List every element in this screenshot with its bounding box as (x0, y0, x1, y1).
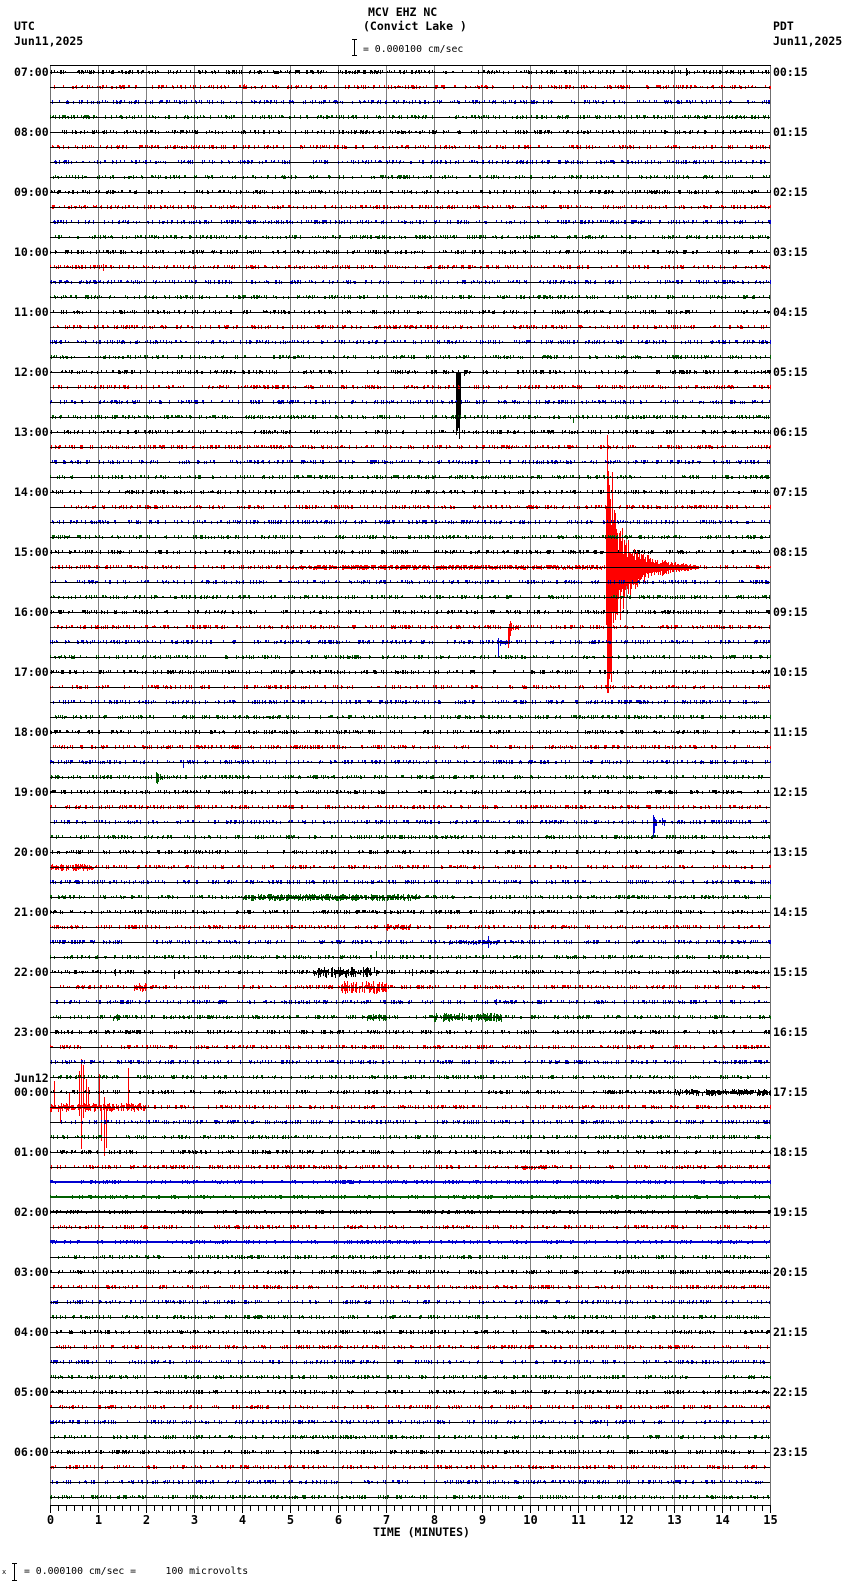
pdt-hour-label: 05:15 (773, 365, 808, 379)
pdt-hour-label: 19:15 (773, 1205, 808, 1219)
x-tick-label: 7 (382, 1513, 391, 1527)
x-tick-label: 6 (334, 1513, 343, 1527)
x-tick-label: 0 (46, 1513, 55, 1527)
pdt-hour-label: 01:15 (773, 125, 808, 139)
utc-hour-label: 17:00 (14, 665, 49, 679)
pdt-hour-label: 16:15 (773, 1025, 808, 1039)
x-tick-label: 8 (430, 1513, 439, 1527)
left-date: Jun11,2025 (14, 34, 84, 48)
utc-hour-label: 19:00 (14, 785, 49, 799)
pdt-hour-label: 03:15 (773, 245, 808, 259)
utc-hour-label: 02:00 (14, 1205, 49, 1219)
x-tick-label: 10 (523, 1513, 538, 1527)
utc-hour-label: 21:00 (14, 905, 49, 919)
date-change-label: Jun12 (14, 1071, 49, 1085)
station-title: MCV EHZ NC (368, 5, 438, 19)
pdt-hour-label: 22:15 (773, 1385, 808, 1399)
trace-baselines (50, 72, 770, 1498)
pdt-hour-label: 09:15 (773, 605, 808, 619)
x-tick-label: 15 (763, 1513, 778, 1527)
utc-hour-label: 10:00 (14, 245, 49, 259)
pdt-hour-label: 10:15 (773, 665, 808, 679)
thick-trace (50, 1181, 770, 1183)
utc-hour-label: 00:00 (14, 1085, 49, 1099)
pdt-hour-label: 11:15 (773, 725, 808, 739)
utc-hour-label: 23:00 (14, 1025, 49, 1039)
thick-trace (50, 1241, 770, 1243)
pdt-hour-label: 18:15 (773, 1145, 808, 1159)
x-tick-label: 14 (715, 1513, 730, 1527)
pdt-hour-label: 13:15 (773, 845, 808, 859)
utc-hour-label: 01:00 (14, 1145, 49, 1159)
x-tick-label: 3 (190, 1513, 199, 1527)
utc-hour-label: 22:00 (14, 965, 49, 979)
x-tick-label: 11 (571, 1513, 586, 1527)
scale-bar-icon (352, 39, 357, 56)
right-date: Jun11,2025 (773, 34, 843, 48)
pdt-hour-label: 12:15 (773, 785, 808, 799)
plot-side-borders (50, 65, 771, 1505)
pdt-hour-label: 00:15 (773, 65, 808, 79)
footer-scale-text: = 0.000100 cm/sec = 100 microvolts (24, 1566, 249, 1577)
pdt-hour-label: 14:15 (773, 905, 808, 919)
utc-hour-label: 04:00 (14, 1325, 49, 1339)
pdt-hour-label: 08:15 (773, 545, 808, 559)
pdt-hour-label: 20:15 (773, 1265, 808, 1279)
pdt-hour-label: 17:15 (773, 1085, 808, 1099)
time-axis (50, 1505, 771, 1513)
thick-trace (50, 1196, 770, 1198)
right-timezone: PDT (773, 19, 794, 33)
utc-hour-label: 15:00 (14, 545, 49, 559)
utc-hour-label: 16:00 (14, 605, 49, 619)
thick-trace (50, 1211, 770, 1213)
x-tick-label: 4 (238, 1513, 247, 1527)
pdt-hour-label: 23:15 (773, 1445, 808, 1459)
x-tick-label: 2 (142, 1513, 151, 1527)
utc-hour-label: 07:00 (14, 65, 49, 79)
footer-glyph: x (2, 1568, 7, 1576)
x-tick-label: 13 (667, 1513, 682, 1527)
scale-text: = 0.000100 cm/sec (363, 44, 464, 55)
utc-hour-label: 18:00 (14, 725, 49, 739)
utc-hour-label: 14:00 (14, 485, 49, 499)
pdt-hour-label: 21:15 (773, 1325, 808, 1339)
utc-hour-label: 05:00 (14, 1385, 49, 1399)
left-timezone: UTC (14, 19, 35, 33)
x-tick-label: 9 (478, 1513, 487, 1527)
x-axis-title: TIME (MINUTES) (373, 1525, 470, 1539)
station-location: (Convict Lake ) (363, 19, 467, 33)
pdt-hour-label: 04:15 (773, 305, 808, 319)
footer-scale-bar-icon (12, 1563, 17, 1581)
utc-hour-label: 13:00 (14, 425, 49, 439)
utc-hour-label: 11:00 (14, 305, 49, 319)
x-tick-label: 5 (286, 1513, 295, 1527)
pdt-hour-label: 02:15 (773, 185, 808, 199)
pdt-hour-label: 07:15 (773, 485, 808, 499)
utc-hour-label: 06:00 (14, 1445, 49, 1459)
utc-hour-label: 08:00 (14, 125, 49, 139)
x-tick-label: 1 (94, 1513, 103, 1527)
utc-hour-label: 12:00 (14, 365, 49, 379)
minute-gridlines (98, 65, 723, 1505)
utc-hour-label: 09:00 (14, 185, 49, 199)
pdt-hour-label: 06:15 (773, 425, 808, 439)
utc-hour-label: 03:00 (14, 1265, 49, 1279)
utc-hour-label: 20:00 (14, 845, 49, 859)
pdt-hour-label: 15:15 (773, 965, 808, 979)
x-tick-label: 12 (619, 1513, 634, 1527)
